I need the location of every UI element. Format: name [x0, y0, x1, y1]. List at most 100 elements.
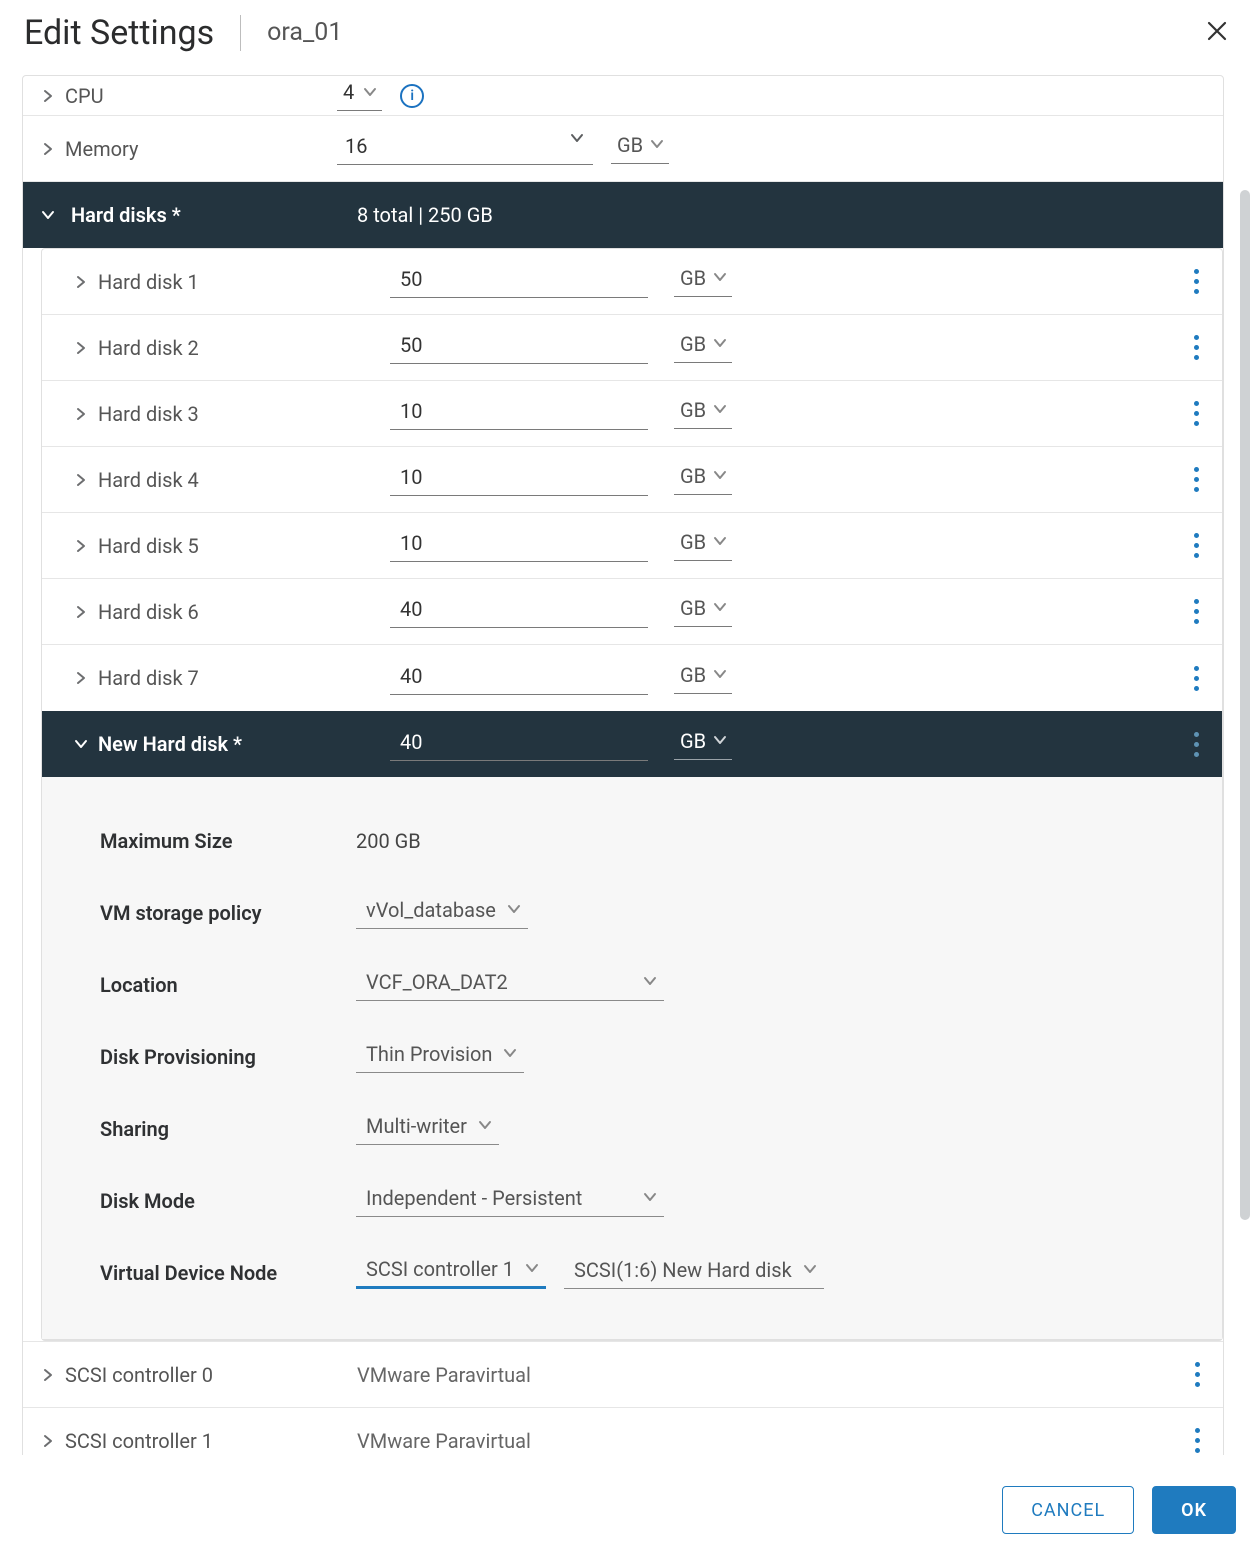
memory-label: Memory	[65, 137, 138, 161]
vm-name: ora_01	[267, 18, 342, 47]
disk-more-button[interactable]	[1182, 528, 1210, 564]
new-disk-more-button[interactable]	[1182, 726, 1210, 762]
disk-label: Hard disk 5	[98, 534, 199, 558]
disk-more-button[interactable]	[1182, 594, 1210, 630]
close-button[interactable]	[1198, 12, 1236, 53]
disk-more-button[interactable]	[1182, 660, 1210, 696]
disk-size-input[interactable]	[390, 397, 648, 430]
scrollbar[interactable]	[1240, 190, 1250, 1220]
disk-size-input[interactable]	[390, 595, 648, 628]
provisioning-label: Disk Provisioning	[70, 1045, 356, 1069]
close-icon	[1206, 20, 1228, 42]
ok-button[interactable]: OK	[1152, 1486, 1236, 1534]
disk-row: Hard disk 2 GB	[42, 315, 1222, 381]
chevron-right-icon[interactable]	[70, 275, 92, 289]
disk-unit-select[interactable]: GB	[674, 663, 732, 694]
vdn-node-select[interactable]: SCSI(1:6) New Hard disk	[564, 1258, 824, 1289]
disk-unit-select[interactable]: GB	[674, 530, 732, 561]
chevron-right-icon[interactable]	[70, 671, 92, 685]
disk-more-button[interactable]	[1182, 264, 1210, 300]
disk-unit-select[interactable]: GB	[674, 398, 732, 429]
chevron-right-icon[interactable]	[70, 341, 92, 355]
vdn-label: Virtual Device Node	[70, 1261, 356, 1285]
hard-disks-section-header[interactable]: Hard disks * 8 total | 250 GB	[23, 182, 1223, 248]
disk-more-button[interactable]	[1182, 462, 1210, 498]
disk-size-input[interactable]	[390, 463, 648, 496]
disk-label: Hard disk 6	[98, 600, 199, 624]
dialog-title: Edit Settings	[24, 13, 214, 53]
cpu-label: CPU	[65, 84, 104, 108]
controller-value: VMware Paravirtual	[357, 1363, 531, 1387]
disk-unit-select[interactable]: GB	[674, 464, 732, 495]
scsi-controller-row: SCSI controller 0VMware Paravirtual	[23, 1341, 1223, 1407]
disk-label: Hard disk 1	[98, 270, 199, 294]
title-divider	[240, 15, 241, 51]
chevron-right-icon[interactable]	[70, 539, 92, 553]
memory-input[interactable]	[337, 132, 593, 165]
disk-label: Hard disk 7	[98, 666, 199, 690]
chevron-right-icon[interactable]	[70, 407, 92, 421]
disk-size-input[interactable]	[390, 529, 648, 562]
disk-unit-label: GB	[680, 663, 706, 687]
disk-unit-select[interactable]: GB	[674, 332, 732, 363]
chevron-right-icon[interactable]	[37, 142, 59, 156]
memory-unit-label: GB	[617, 133, 643, 157]
chevron-right-icon[interactable]	[37, 1434, 59, 1448]
disk-unit-label: GB	[680, 398, 706, 422]
info-icon[interactable]: i	[400, 84, 424, 108]
settings-scroll-area[interactable]: CPU 4 i Memory	[0, 75, 1260, 1455]
disk-more-button[interactable]	[1182, 396, 1210, 432]
hard-disks-summary: 8 total | 250 GB	[357, 203, 493, 227]
disk-size-input[interactable]	[390, 331, 648, 364]
storage-policy-select[interactable]: vVol_database	[356, 898, 528, 929]
storage-policy-label: VM storage policy	[70, 901, 356, 925]
memory-unit-select[interactable]: GB	[611, 133, 669, 164]
disk-row: Hard disk 5 GB	[42, 513, 1222, 579]
chevron-right-icon[interactable]	[70, 605, 92, 619]
chevron-down-icon[interactable]	[569, 130, 585, 151]
new-disk-label: New Hard disk *	[98, 732, 242, 756]
chevron-down-icon	[37, 208, 59, 222]
sharing-select[interactable]: Multi-writer	[356, 1114, 499, 1145]
disk-unit-label: GB	[680, 266, 706, 290]
disk-row: Hard disk 3GB	[42, 381, 1222, 447]
disk-label: Hard disk 2	[98, 336, 199, 360]
chevron-down-icon[interactable]	[362, 84, 378, 100]
new-disk-details: Maximum Size 200 GB VM storage policy vV…	[42, 777, 1222, 1340]
disk-row: Hard disk 6 GB	[42, 579, 1222, 645]
dialog-footer: CANCEL OK	[0, 1455, 1260, 1565]
disk-label: Hard disk 4	[98, 468, 199, 492]
provisioning-select[interactable]: Thin Provision	[356, 1042, 524, 1073]
new-hard-disk-header[interactable]: New Hard disk * GB	[42, 711, 1222, 777]
disk-unit-label: GB	[680, 596, 706, 620]
max-size-value: 200 GB	[356, 829, 421, 853]
controller-label: SCSI controller 1	[65, 1429, 213, 1453]
disk-mode-label: Disk Mode	[70, 1189, 356, 1213]
location-select[interactable]: VCF_ORA_DAT2	[356, 970, 664, 1001]
cpu-row: CPU 4 i	[23, 76, 1223, 116]
new-disk-size-input[interactable]	[390, 728, 648, 761]
chevron-right-icon[interactable]	[37, 1368, 59, 1382]
disk-row: Hard disk 4 GB	[42, 447, 1222, 513]
chevron-right-icon[interactable]	[70, 473, 92, 487]
disk-unit-label: GB	[680, 464, 706, 488]
disk-size-input[interactable]	[390, 662, 648, 695]
new-disk-unit-select[interactable]: GB	[674, 729, 732, 760]
hard-disks-label: Hard disks *	[71, 203, 181, 227]
disk-unit-label: GB	[680, 530, 706, 554]
cpu-value[interactable]: 4	[343, 80, 354, 104]
cancel-button[interactable]: CANCEL	[1002, 1486, 1134, 1534]
chevron-right-icon[interactable]	[37, 89, 59, 103]
disk-row: Hard disk 1 GB	[42, 249, 1222, 315]
controller-more-button[interactable]	[1183, 1357, 1211, 1393]
disk-size-input[interactable]	[390, 265, 648, 298]
controller-more-button[interactable]	[1183, 1423, 1211, 1456]
vdn-controller-select[interactable]: SCSI controller 1	[356, 1257, 546, 1289]
chevron-down-icon	[70, 737, 92, 751]
disk-mode-select[interactable]: Independent - Persistent	[356, 1186, 664, 1217]
disk-unit-select[interactable]: GB	[674, 266, 732, 297]
dialog-header: Edit Settings ora_01	[0, 0, 1260, 75]
location-label: Location	[70, 973, 356, 997]
disk-more-button[interactable]	[1182, 330, 1210, 366]
disk-unit-select[interactable]: GB	[674, 596, 732, 627]
